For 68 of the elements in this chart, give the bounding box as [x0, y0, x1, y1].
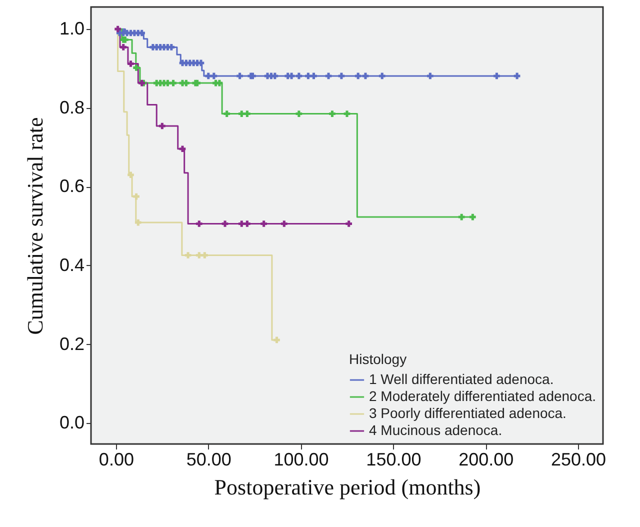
point	[244, 110, 250, 117]
x-tick-label: 200.00	[458, 450, 514, 470]
point	[138, 30, 145, 36]
point	[378, 72, 386, 80]
x-axis-title: Postoperative period (months)	[214, 474, 481, 500]
legend-title: Histology	[349, 351, 407, 367]
point	[170, 80, 176, 86]
y-tick-label: 0.4	[59, 254, 84, 275]
y-tick-label: 0.0	[59, 412, 84, 433]
point	[133, 64, 140, 71]
y-tick-label: 0.6	[59, 176, 84, 196]
point	[205, 72, 212, 80]
point	[274, 336, 280, 344]
point	[210, 72, 218, 80]
point	[272, 72, 278, 80]
point	[224, 110, 230, 117]
point	[329, 110, 336, 117]
point	[244, 220, 250, 227]
point	[470, 214, 476, 220]
point	[338, 72, 345, 80]
point	[310, 72, 317, 80]
point	[344, 110, 350, 117]
point	[128, 60, 134, 67]
point	[280, 220, 288, 227]
point	[362, 72, 369, 80]
point	[179, 146, 186, 152]
point	[128, 172, 134, 178]
point	[260, 220, 267, 227]
legend-label: 1 Well differentiated adenoca.	[369, 371, 554, 387]
point	[168, 44, 175, 50]
x-tick-label: 250.00	[551, 450, 606, 470]
legend-label: 3 Poorly differentiated adenoca.	[369, 405, 566, 421]
x-tick-label: 150.00	[366, 450, 422, 470]
x-tick-label: 50.00	[186, 450, 232, 470]
point	[354, 72, 362, 80]
y-tick-label: 0.8	[59, 97, 84, 118]
point	[296, 110, 302, 117]
point	[288, 72, 295, 80]
point	[159, 122, 166, 130]
point	[133, 193, 140, 200]
point	[120, 44, 127, 50]
point	[196, 252, 202, 258]
point	[296, 72, 302, 80]
x-tick-label: 100.00	[274, 450, 329, 470]
x-tick-label: 0.00	[98, 450, 134, 470]
point	[458, 214, 465, 220]
legend-label: 4 Mucinous adenoca.	[369, 422, 502, 438]
point	[184, 252, 192, 258]
y-tick-label: 1.0	[59, 18, 84, 39]
point	[325, 72, 332, 80]
point	[238, 220, 245, 227]
point	[183, 80, 190, 86]
legend-label: 2 Moderately differentiated adenoca.	[369, 388, 596, 404]
point	[216, 80, 223, 86]
point	[198, 60, 204, 66]
y-tick-label: 0.2	[59, 334, 84, 354]
point	[236, 72, 243, 80]
point	[514, 72, 520, 80]
point	[222, 220, 228, 227]
point	[427, 72, 434, 80]
point	[196, 220, 202, 227]
point	[346, 220, 352, 227]
point	[202, 252, 208, 258]
point	[114, 26, 121, 32]
point	[494, 72, 500, 80]
point	[134, 219, 142, 226]
point	[238, 110, 245, 117]
y-axis-title: Cumulative survival rate	[22, 117, 48, 335]
